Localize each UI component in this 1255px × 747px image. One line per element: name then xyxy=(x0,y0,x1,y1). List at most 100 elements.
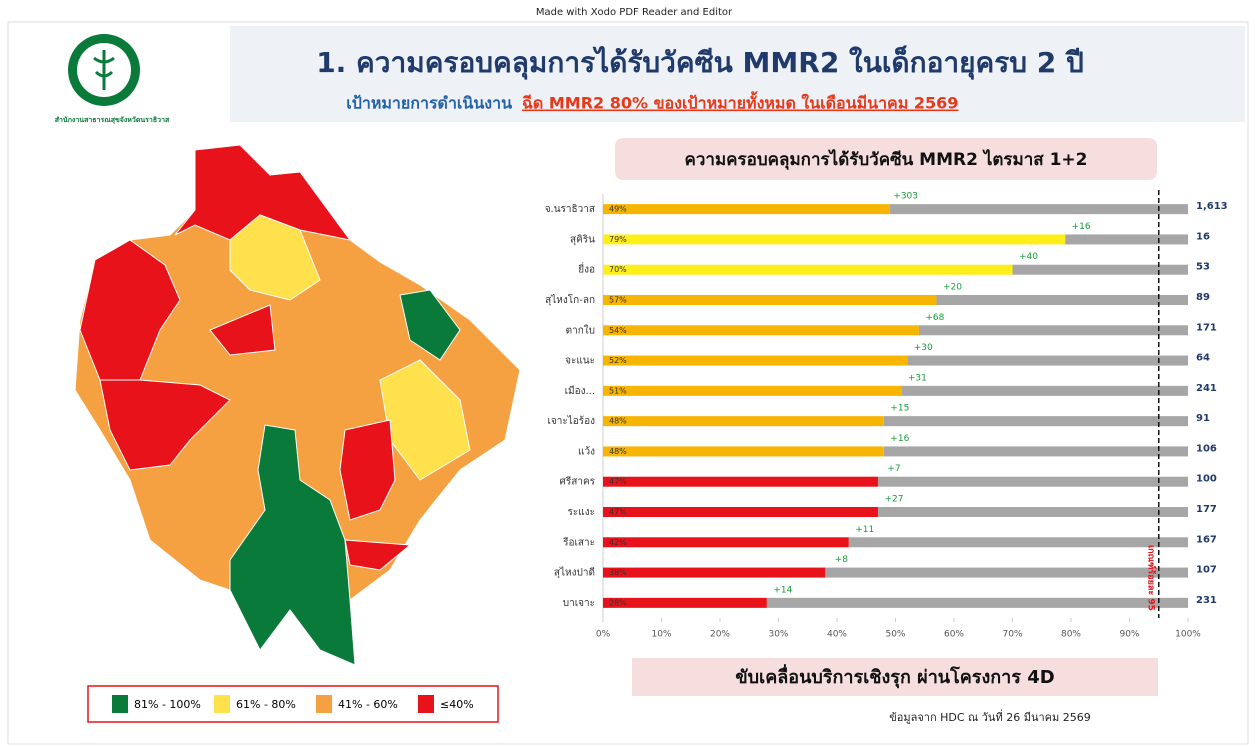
target-label: 106 xyxy=(1196,443,1217,454)
value-label: 48% xyxy=(609,447,627,456)
map xyxy=(74,144,521,666)
category-label: สุไหงโก-ลก xyxy=(545,293,595,306)
value-label: 47% xyxy=(609,508,627,517)
map-region xyxy=(344,539,412,571)
increment-label: +68 xyxy=(925,313,944,323)
bar-remainder xyxy=(936,295,1188,305)
bar xyxy=(603,567,826,578)
value-label: 54% xyxy=(609,326,627,335)
map-region xyxy=(229,424,356,666)
category-label: ศรีสาคร xyxy=(560,476,596,488)
increment-label: +31 xyxy=(908,373,927,383)
threshold-label: เกณฑ์ร้อยละ 95 xyxy=(1145,545,1157,611)
x-tick-label: 80% xyxy=(1061,630,1081,640)
bar-remainder xyxy=(907,355,1188,366)
x-tick-label: 90% xyxy=(1119,630,1139,640)
bar xyxy=(603,476,878,487)
target-label: 231 xyxy=(1196,595,1217,606)
increment-label: +30 xyxy=(914,343,933,353)
category-label: สุไหงปาดี xyxy=(554,567,595,579)
bar xyxy=(603,355,908,366)
target-label: 171 xyxy=(1196,322,1217,333)
legend-swatch xyxy=(316,695,332,713)
bar xyxy=(603,295,937,305)
bar xyxy=(603,385,902,396)
value-label: 48% xyxy=(609,417,627,426)
increment-label: +16 xyxy=(890,434,909,444)
bar xyxy=(603,446,884,457)
watermark: Made with Xodo PDF Reader and Editor xyxy=(536,7,733,18)
x-tick-label: 40% xyxy=(827,630,847,640)
legend-label: 61% - 80% xyxy=(236,698,296,711)
increment-label: +20 xyxy=(943,283,962,293)
logo xyxy=(68,34,140,106)
goal-label: เป้าหมายการดำเนินงาน xyxy=(346,94,512,113)
bar-remainder xyxy=(825,567,1188,578)
increment-label: +8 xyxy=(835,555,849,565)
increment-label: +16 xyxy=(1072,222,1091,232)
value-label: 42% xyxy=(609,538,627,547)
target-label: 64 xyxy=(1196,353,1210,364)
category-label: แว้ง xyxy=(578,445,595,457)
value-label: 38% xyxy=(609,568,627,577)
bar xyxy=(603,204,890,215)
target-label: 100 xyxy=(1196,474,1217,485)
category-label: ระแงะ xyxy=(568,507,595,518)
legend-label: ≤40% xyxy=(440,698,474,711)
bar-remainder xyxy=(877,507,1188,517)
category-label: เมือง... xyxy=(565,385,595,397)
target-label: 241 xyxy=(1196,383,1217,394)
bar-remainder xyxy=(1012,264,1188,275)
x-tick-label: 20% xyxy=(710,630,730,640)
bar-remainder xyxy=(918,325,1188,336)
increment-label: +303 xyxy=(893,192,918,202)
target-label: 91 xyxy=(1196,413,1210,424)
target-label: 89 xyxy=(1196,292,1210,303)
x-tick-label: 100% xyxy=(1175,630,1201,640)
value-label: 49% xyxy=(609,205,627,214)
bar xyxy=(603,597,767,608)
increment-label: +27 xyxy=(884,495,903,505)
increment-label: +11 xyxy=(855,525,874,535)
legend-swatch xyxy=(418,695,434,713)
map-region xyxy=(209,304,276,356)
category-label: บาเจาะ xyxy=(563,598,595,609)
slogan: ขับเคลื่อนบริการเชิงรุก ผ่านโครงการ 4D xyxy=(735,664,1054,689)
chart-title-band xyxy=(615,138,1157,180)
category-label: จ.นราธิวาส xyxy=(545,204,595,215)
legend-swatch xyxy=(214,695,230,713)
map-region xyxy=(339,419,396,521)
value-label: 52% xyxy=(609,356,627,365)
increment-label: +7 xyxy=(887,464,900,474)
target-label: 16 xyxy=(1196,231,1210,242)
header-band xyxy=(230,26,1245,122)
goal: ฉีด MMR2 80% ของเป้าหมายทั้งหมด ในเดือนม… xyxy=(522,91,959,113)
bar-remainder xyxy=(877,476,1188,487)
x-tick-label: 30% xyxy=(768,630,788,640)
bar xyxy=(603,264,1013,275)
target-label: 1,613 xyxy=(1196,201,1228,212)
category-label: ยี่งอ xyxy=(578,262,595,276)
value-label: 79% xyxy=(609,235,627,244)
map-region xyxy=(99,379,231,471)
bar-remainder xyxy=(901,385,1188,396)
legend-label: 41% - 60% xyxy=(338,698,398,711)
bar-remainder xyxy=(1065,234,1188,245)
increment-label: +15 xyxy=(890,404,909,414)
bar-remainder xyxy=(889,204,1188,215)
x-tick-label: 50% xyxy=(885,630,905,640)
x-tick-label: 70% xyxy=(1002,630,1022,640)
category-label: เจาะไอร้อง xyxy=(547,415,595,427)
category-label: ตากใบ xyxy=(566,324,595,336)
slogan-band xyxy=(632,658,1158,696)
value-label: 57% xyxy=(609,296,627,305)
value-label: 51% xyxy=(609,386,627,395)
value-label: 70% xyxy=(609,265,627,274)
chart-title: ความครอบคลุมการได้รับวัคซีน MMR2 ไตรมาส … xyxy=(685,149,1088,170)
target-label: 53 xyxy=(1196,262,1210,273)
legend-swatch xyxy=(112,695,128,713)
category-label: จะแนะ xyxy=(565,356,595,367)
bar xyxy=(603,507,878,517)
target-label: 167 xyxy=(1196,534,1217,545)
